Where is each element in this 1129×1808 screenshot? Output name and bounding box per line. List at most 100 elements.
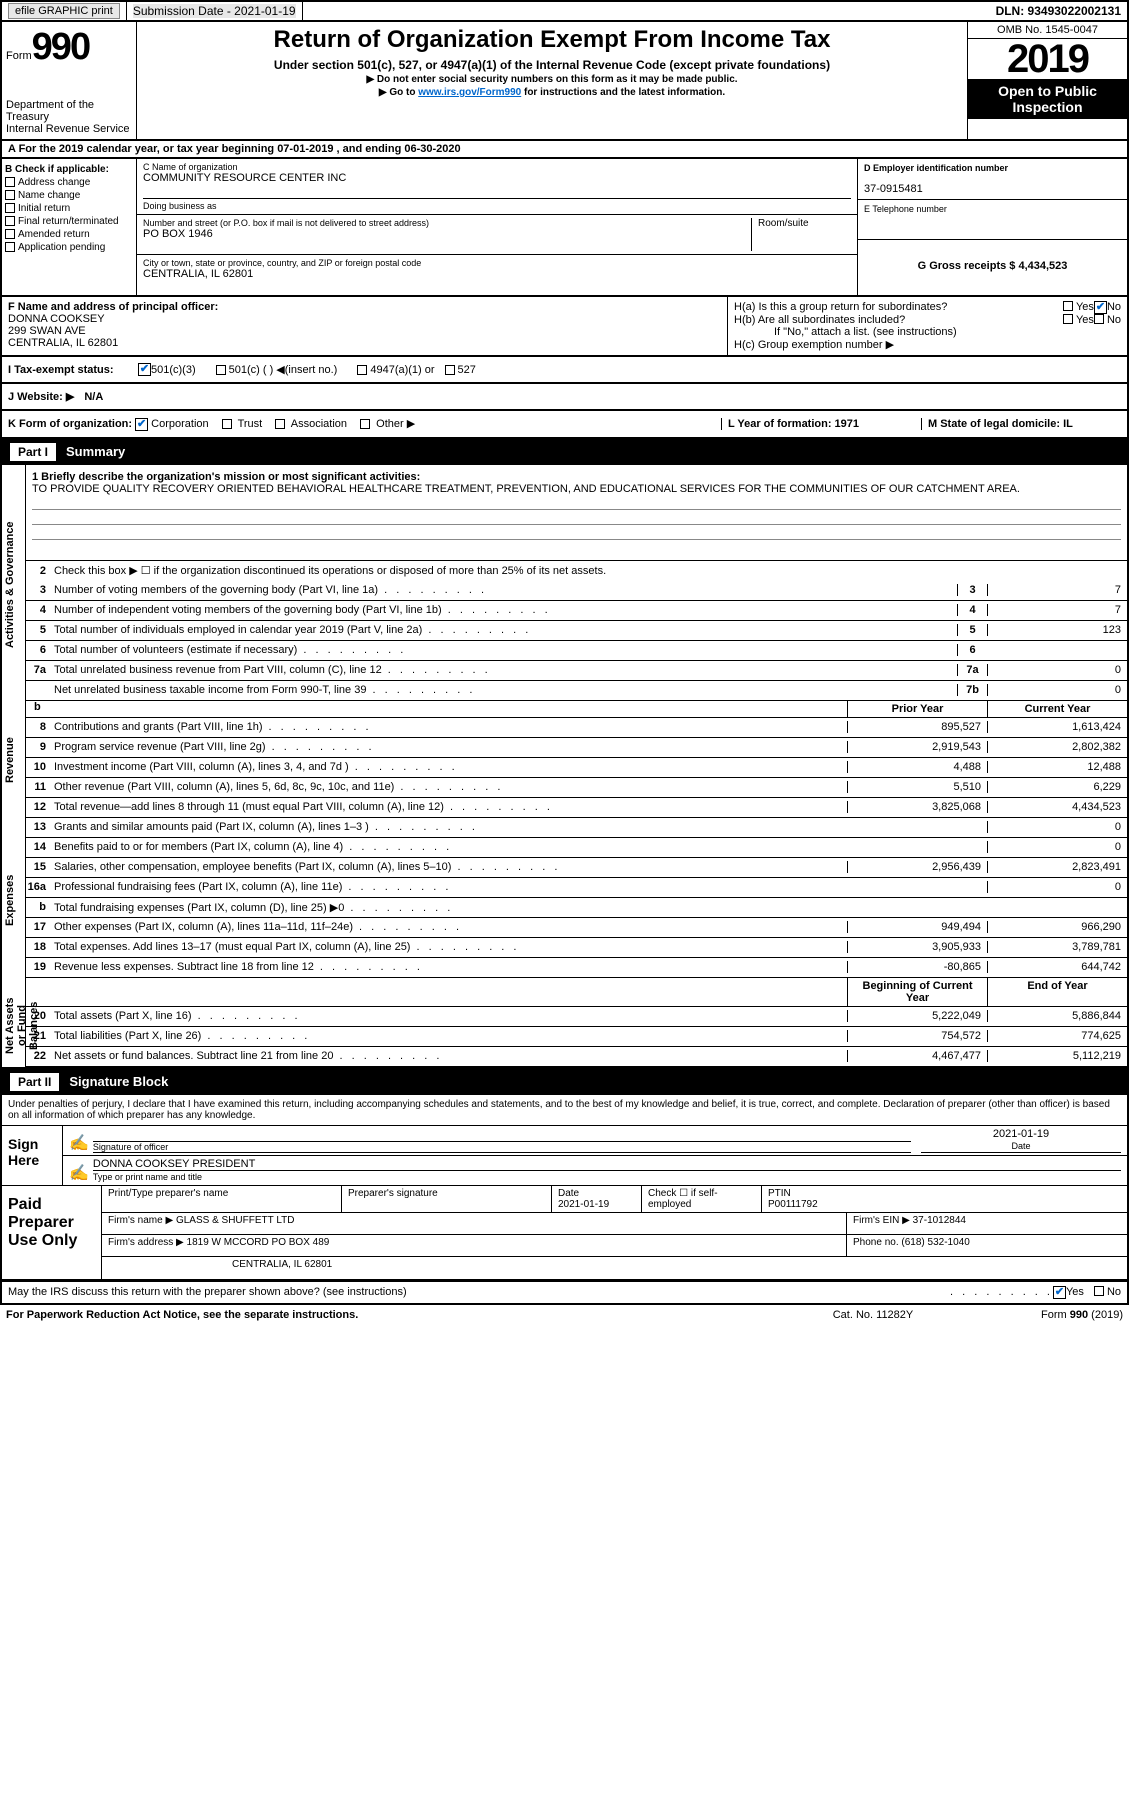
officer-addr1: 299 SWAN AVE [8, 325, 721, 337]
chk-address[interactable]: Address change [5, 177, 133, 188]
part-1-header: Part I Summary [0, 439, 1129, 465]
h-note: If "No," attach a list. (see instruction… [734, 326, 1121, 338]
part-1-num: Part I [8, 441, 58, 463]
sub3-pre: ▶ Go to [379, 87, 418, 98]
officer-right: H(a) Is this a group return for subordin… [727, 297, 1127, 355]
ha-yes[interactable] [1063, 301, 1073, 311]
chk-corp[interactable]: ✔ [135, 418, 148, 431]
chk-501c3[interactable]: ✔ [138, 363, 151, 376]
line-: Net unrelated business taxable income fr… [26, 681, 1127, 701]
footer: For Paperwork Reduction Act Notice, see … [0, 1305, 1129, 1325]
sign-here-row: Sign Here ✍ Signature of officer 2021-01… [2, 1126, 1127, 1186]
phone-label: E Telephone number [864, 204, 1121, 214]
date-label: Date [1011, 1141, 1030, 1151]
header-right: OMB No. 1545-0047 2019 Open to Public In… [967, 22, 1127, 139]
chk-name[interactable]: Name change [5, 190, 133, 201]
chk-assoc[interactable] [275, 419, 285, 429]
firm-ein: 37-1012844 [913, 1215, 966, 1226]
line-7a: 7aTotal unrelated business revenue from … [26, 661, 1127, 681]
dln: DLN: 93493022002131 [990, 2, 1127, 20]
line-21: 21Total liabilities (Part X, line 26)754… [26, 1027, 1127, 1047]
department: Department of the Treasury Internal Reve… [6, 99, 132, 135]
discuss-text: May the IRS discuss this return with the… [8, 1286, 950, 1299]
discuss-yes[interactable]: ✔ [1053, 1286, 1066, 1299]
label-net: Net Assets or Fund Balances [2, 985, 26, 1067]
org-city: CENTRALIA, IL 62801 [143, 268, 851, 280]
paid-prep-label: Paid Preparer Use Only [2, 1186, 102, 1279]
discuss-row: May the IRS discuss this return with the… [0, 1282, 1129, 1305]
part-2-num: Part II [8, 1071, 61, 1093]
mission-label: 1 Briefly describe the organization's mi… [32, 471, 1121, 483]
hdr-current: Current Year [987, 701, 1127, 717]
line-15: 15Salaries, other compensation, employee… [26, 858, 1127, 878]
org-addr: PO BOX 1946 [143, 228, 751, 240]
label-expenses: Expenses [2, 815, 26, 985]
form-number: 990 [32, 26, 89, 69]
pen-icon-2: ✍ [69, 1163, 89, 1183]
right-info: D Employer identification number 37-0915… [857, 159, 1127, 295]
chk-pending[interactable]: Application pending [5, 242, 133, 253]
chk-4947[interactable] [357, 365, 367, 375]
line-22: 22Net assets or fund balances. Subtract … [26, 1047, 1127, 1067]
chk-other[interactable] [360, 419, 370, 429]
line-3: 3Number of voting members of the governi… [26, 581, 1127, 601]
org-name-box: C Name of organization COMMUNITY RESOURC… [137, 159, 857, 215]
chk-trust[interactable] [222, 419, 232, 429]
part-1-title: Summary [66, 444, 125, 459]
line-4: 4Number of independent voting members of… [26, 601, 1127, 621]
hb-yes[interactable] [1063, 314, 1073, 324]
addr-label: Number and street (or P.O. box if mail i… [143, 218, 751, 228]
officer-left: F Name and address of principal officer:… [2, 297, 727, 355]
chk-501c[interactable] [216, 365, 226, 375]
status-label: I Tax-exempt status: [8, 364, 138, 376]
phone-label: Phone no. [853, 1237, 899, 1248]
gross-box: G Gross receipts $ 4,434,523 [858, 240, 1127, 280]
h-c: H(c) Group exemption number ▶ [734, 338, 1121, 351]
line-18: 18Total expenses. Add lines 13–17 (must … [26, 938, 1127, 958]
chk-amended[interactable]: Amended return [5, 229, 133, 240]
efile-print-button[interactable]: efile GRAPHIC print [8, 3, 120, 19]
phone-box: E Telephone number [858, 200, 1127, 240]
line-9: 9Program service revenue (Part VIII, lin… [26, 738, 1127, 758]
ha-no[interactable]: ✔ [1094, 301, 1107, 314]
room-suite: Room/suite [751, 218, 851, 251]
officer-addr2: CENTRALIA, IL 62801 [8, 337, 721, 349]
gross-label: G Gross receipts $ 4,434,523 [864, 260, 1121, 272]
website-label: J Website: ▶ [8, 390, 74, 403]
header-left: Form 990 Department of the Treasury Inte… [2, 22, 137, 139]
website-row: J Website: ▶ N/A [0, 384, 1129, 411]
sub3-post: for instructions and the latest informat… [521, 87, 725, 98]
sig-officer-label: Signature of officer [93, 1141, 911, 1152]
line-12: 12Total revenue—add lines 8 through 11 (… [26, 798, 1127, 818]
summary-content: 1 Briefly describe the organization's mi… [26, 465, 1127, 1067]
part-2-header: Part II Signature Block [0, 1069, 1129, 1095]
h-a: H(a) Is this a group return for subordin… [734, 301, 1063, 314]
h-b: H(b) Are all subordinates included? [734, 314, 1063, 326]
irs-link[interactable]: www.irs.gov/Form990 [418, 87, 521, 98]
line-16a: 16aProfessional fundraising fees (Part I… [26, 878, 1127, 898]
line-13: 13Grants and similar amounts paid (Part … [26, 818, 1127, 838]
state-domicile: M State of legal domicile: IL [921, 418, 1121, 430]
website-val: N/A [84, 391, 103, 403]
org-center: C Name of organization COMMUNITY RESOURC… [137, 159, 857, 295]
self-emp-check[interactable]: Check ☐ if self-employed [642, 1186, 762, 1212]
line-b: bTotal fundraising expenses (Part IX, co… [26, 898, 1127, 918]
col-header-revenue: b Prior Year Current Year [26, 701, 1127, 718]
officer-label: F Name and address of principal officer: [8, 301, 721, 313]
subtitle-1: Under section 501(c), 527, or 4947(a)(1)… [145, 58, 959, 72]
part-2-title: Signature Block [69, 1074, 168, 1089]
chk-final[interactable]: Final return/terminated [5, 216, 133, 227]
firm-name-label: Firm's name ▶ [108, 1215, 173, 1226]
status-row: I Tax-exempt status: ✔ 501(c)(3) 501(c) … [0, 357, 1129, 384]
form-text: Form [6, 50, 32, 62]
footer-left: For Paperwork Reduction Act Notice, see … [6, 1309, 773, 1321]
hb-no[interactable] [1094, 314, 1104, 324]
sign-here-label: Sign Here [2, 1126, 62, 1185]
discuss-no[interactable] [1094, 1286, 1104, 1296]
line-19: 19Revenue less expenses. Subtract line 1… [26, 958, 1127, 978]
chk-527[interactable] [445, 365, 455, 375]
summary-body: Activities & Governance Revenue Expenses… [0, 465, 1129, 1069]
chk-initial[interactable]: Initial return [5, 203, 133, 214]
line-14: 14Benefits paid to or for members (Part … [26, 838, 1127, 858]
header-center: Return of Organization Exempt From Incom… [137, 22, 967, 139]
